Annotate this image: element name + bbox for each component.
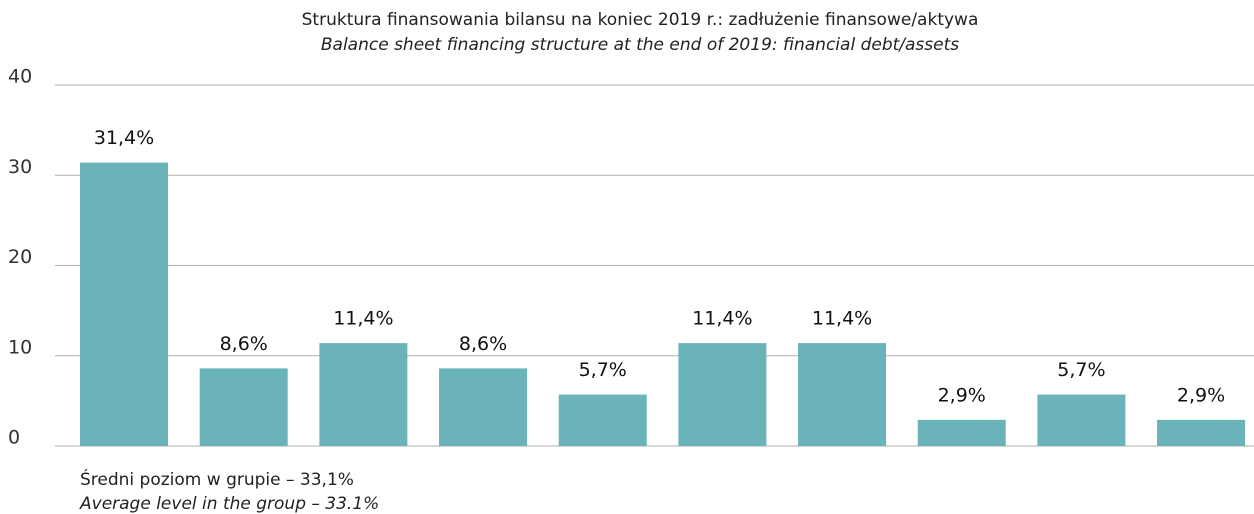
y-tick-label: 10 <box>8 336 32 358</box>
bar <box>199 368 288 446</box>
y-tick-label: 0 <box>8 427 20 449</box>
bar <box>80 162 169 447</box>
value-label: 31,4% <box>94 127 154 149</box>
value-label: 2,9% <box>1177 384 1225 406</box>
value-label: 8,6% <box>220 333 268 355</box>
bar <box>439 368 528 446</box>
bar <box>798 343 887 446</box>
y-tick-label: 40 <box>8 66 32 88</box>
value-label: 11,4% <box>692 308 752 330</box>
value-label: 5,7% <box>579 359 627 381</box>
value-label: 8,6% <box>459 333 507 355</box>
y-tick-label: 20 <box>8 246 32 268</box>
bar <box>1037 394 1126 446</box>
value-label: 2,9% <box>938 384 986 406</box>
footnote: Average level in the group – 33.1% <box>79 494 379 514</box>
bar <box>917 419 1006 446</box>
chart-title: Struktura finansowania bilansu na koniec… <box>302 10 979 30</box>
y-tick-label: 30 <box>8 156 32 178</box>
bar <box>1157 419 1246 446</box>
footnote: Średni poziom w grupie – 33,1% <box>80 468 354 490</box>
value-label: 11,4% <box>333 308 393 330</box>
bar <box>558 394 647 446</box>
bar <box>319 343 408 446</box>
value-label: 11,4% <box>812 308 872 330</box>
value-label: 5,7% <box>1057 359 1105 381</box>
chart-subtitle: Balance sheet financing structure at the… <box>321 35 959 55</box>
bar <box>678 343 767 446</box>
